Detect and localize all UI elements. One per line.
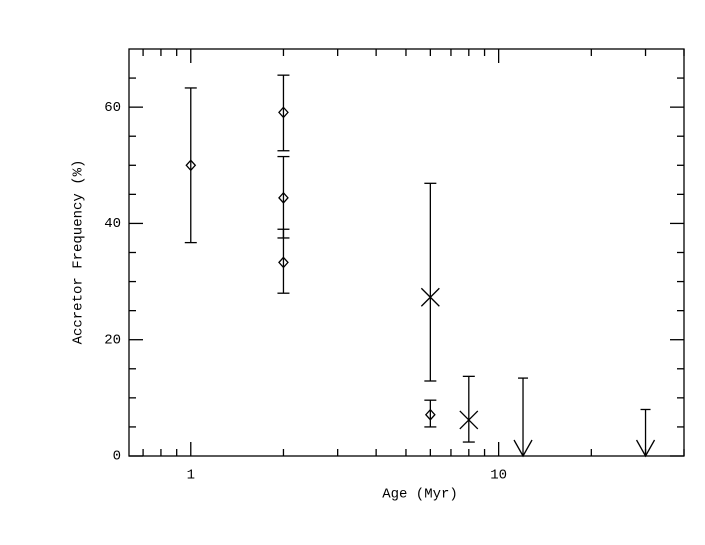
arrow-head <box>513 439 533 458</box>
arrow-head <box>635 439 656 458</box>
x-axis-label: Age (Myr) <box>382 487 458 503</box>
point <box>278 256 289 269</box>
point <box>424 408 436 421</box>
y-tick-label: 60 <box>104 100 121 116</box>
point <box>278 106 289 119</box>
plot-frame <box>128 48 685 457</box>
x-tick-label: 1 <box>187 468 195 484</box>
y-tick-label: 20 <box>104 332 121 348</box>
point <box>185 159 197 172</box>
y-tick-label: 40 <box>104 216 121 232</box>
cross-stroke <box>459 410 479 430</box>
point <box>459 410 479 430</box>
point <box>278 191 289 204</box>
point <box>420 287 440 307</box>
y-axis-label: Accretor Frequency (%) <box>71 160 87 345</box>
x-tick-label: 10 <box>490 468 507 484</box>
y-tick-label: 0 <box>113 449 121 465</box>
cross-stroke <box>420 287 440 307</box>
